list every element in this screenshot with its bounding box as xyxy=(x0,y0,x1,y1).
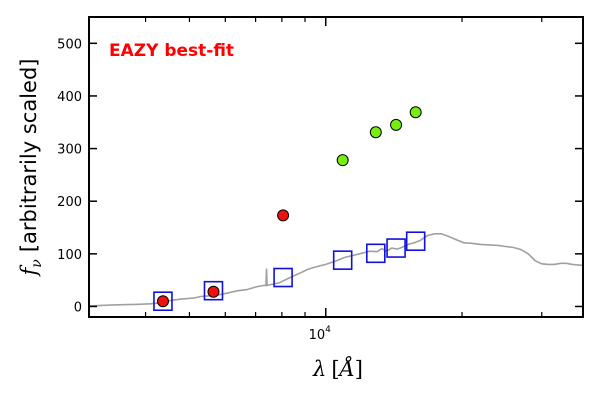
y-axis-label-symbol: f xyxy=(17,264,41,277)
observed-flux-point xyxy=(277,209,290,222)
model-photometry-square xyxy=(153,291,173,312)
y-axis-label-subscript: ν xyxy=(29,259,45,268)
model-photometry-square xyxy=(203,280,224,301)
y-axis-label-text: [arbitrarily scaled] xyxy=(17,59,41,253)
y-axis-label: fν [arbitrarily scaled] xyxy=(17,59,45,278)
y-tick-label: 500 xyxy=(57,37,82,52)
chart-annotation: EAZY best-fit xyxy=(109,41,234,61)
y-tick-label: 100 xyxy=(57,248,82,263)
model-photometry-square xyxy=(386,238,406,258)
y-tick-label: 300 xyxy=(57,143,82,158)
y-tick-label: 200 xyxy=(57,195,82,210)
model-photometry-square xyxy=(332,250,353,270)
x-axis-label-unit: Å xyxy=(337,356,355,381)
observed-flux-point xyxy=(390,118,403,131)
y-tick-label: 400 xyxy=(57,90,82,105)
x-tick-label-exponent: 4 xyxy=(325,325,331,335)
x-tick-label-base: 10 xyxy=(309,328,326,343)
observed-flux-point xyxy=(336,154,349,167)
y-tick-label: 0 xyxy=(74,300,82,315)
observed-flux-point xyxy=(207,285,220,298)
model-photometry-square xyxy=(405,231,426,252)
observed-flux-point xyxy=(156,295,169,308)
x-axis-label-close: ] xyxy=(355,357,363,381)
observed-flux-point xyxy=(409,106,422,119)
sed-curve xyxy=(88,233,584,307)
x-axis-label: λ [Å] xyxy=(312,356,363,381)
axis-ticks: 0 100 200 300 400 500 104 xyxy=(57,17,583,343)
x-axis-label-open: [ xyxy=(331,357,339,381)
x-axis-label-symbol: λ xyxy=(312,357,326,381)
data-marks xyxy=(88,106,584,312)
x-tick-label: 104 xyxy=(309,325,332,343)
model-photometry-square xyxy=(366,243,386,264)
observed-flux-point xyxy=(369,126,382,139)
model-photometry-square xyxy=(273,267,293,288)
plot-frame xyxy=(88,16,584,318)
